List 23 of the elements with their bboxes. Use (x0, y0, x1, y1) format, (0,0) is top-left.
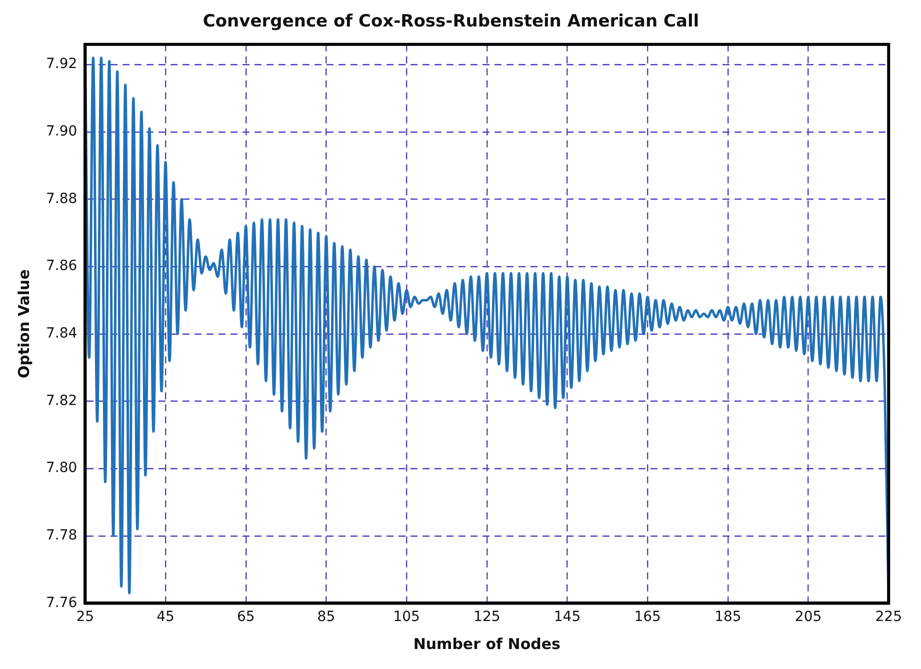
x-tick-label: 185 (714, 609, 742, 626)
y-tick-label: 7.88 (46, 190, 78, 207)
x-tick-label: 105 (393, 609, 420, 626)
x-tick-label: 65 (236, 609, 255, 626)
y-tick-label: 7.90 (46, 124, 78, 140)
x-tick-label: 225 (875, 609, 902, 626)
x-tick-label: 125 (474, 609, 500, 626)
x-axis-title: Number of Nodes (413, 634, 561, 653)
y-tick-label: 7.80 (46, 460, 78, 476)
x-tick-label: 25 (76, 609, 94, 626)
x-tick-label: 205 (794, 609, 822, 626)
y-tick-label: 7.84 (46, 326, 78, 342)
y-tick-label: 7.76 (46, 594, 78, 611)
x-tick-label: 85 (317, 609, 336, 626)
chart-title: Convergence of Cox-Ross-Rubenstein American Call (202, 12, 700, 32)
y-tick-label: 7.86 (46, 258, 78, 274)
x-tick-label: 165 (634, 609, 661, 626)
y-axis-title: Option Value (14, 269, 33, 378)
x-tick-label: 145 (554, 609, 581, 626)
y-tick-label: 7.82 (46, 392, 78, 409)
y-tick-label: 7.78 (46, 528, 78, 544)
x-tick-label: 45 (156, 609, 174, 626)
y-tick-label: 7.92 (46, 56, 78, 72)
